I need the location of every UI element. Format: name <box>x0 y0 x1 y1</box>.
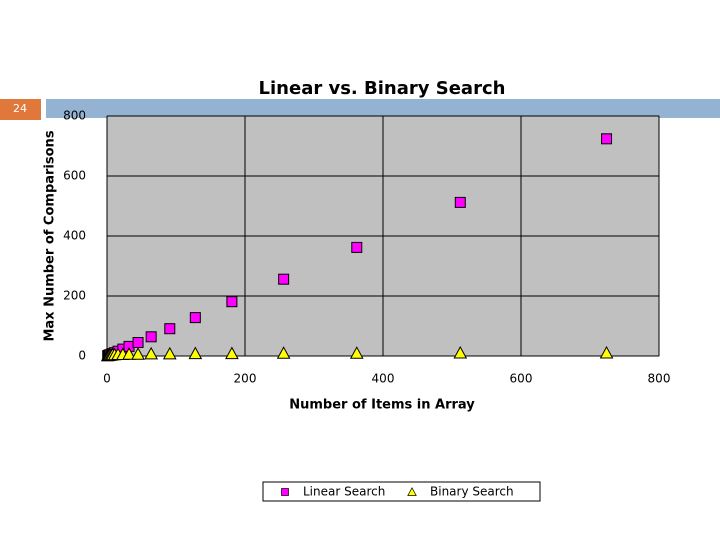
point <box>162 346 177 360</box>
point <box>122 347 136 360</box>
legend <box>262 481 541 502</box>
point <box>189 312 201 324</box>
legend-label: Binary Search <box>430 485 514 499</box>
x-axis-label: Number of Items in Array <box>289 398 475 413</box>
y-tick-label: 200 <box>63 289 86 303</box>
point <box>351 241 363 253</box>
x-tick-label: 0 <box>103 372 111 386</box>
x-tick-label: 600 <box>510 372 533 386</box>
point <box>226 296 238 308</box>
x-tick-label: 800 <box>648 372 671 386</box>
y-tick-label: 600 <box>63 169 86 183</box>
chart-title: Linear vs. Binary Search <box>259 78 506 99</box>
y-tick-label: 0 <box>78 349 86 363</box>
point <box>599 345 614 359</box>
legend-marker <box>281 488 289 496</box>
y-tick-label: 400 <box>63 229 86 243</box>
point <box>132 337 144 348</box>
legend-marker <box>407 487 417 496</box>
header-bar <box>46 99 720 118</box>
point <box>453 345 468 359</box>
point <box>144 346 159 360</box>
legend-label: Linear Search <box>303 485 385 499</box>
point <box>601 133 613 145</box>
y-axis-label: Max Number of Comparisons <box>43 130 58 341</box>
point <box>145 331 157 343</box>
slide-number-box <box>0 99 41 120</box>
point <box>225 346 239 360</box>
x-tick-label: 200 <box>234 372 257 386</box>
point <box>164 323 176 335</box>
y-tick-label: 800 <box>63 109 86 123</box>
point <box>454 196 466 208</box>
point <box>349 346 364 359</box>
point <box>188 346 203 360</box>
x-tick-label: 400 <box>372 372 395 386</box>
point <box>131 347 145 360</box>
point <box>276 346 291 359</box>
point <box>278 273 290 285</box>
slide-number: 24 <box>13 102 27 115</box>
